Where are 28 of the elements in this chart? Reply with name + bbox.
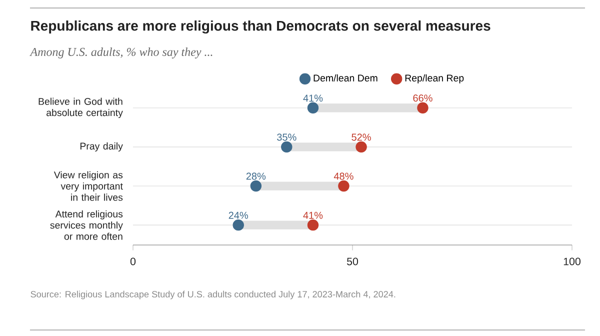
- chart-title: Republicans are more religious than Democrats on several measures: [31, 20, 490, 34]
- data-label: 41%: [303, 212, 323, 219]
- data-label: 66%: [413, 94, 432, 102]
- point: [338, 180, 350, 192]
- point: [232, 219, 244, 231]
- data-label: 52%: [352, 134, 371, 141]
- data-label: 24%: [228, 212, 248, 219]
- point: [281, 141, 292, 153]
- y-tick-label: Believe in God with absolute certainty: [38, 98, 123, 118]
- point: [307, 102, 319, 114]
- x-tick-label: 100: [564, 258, 580, 266]
- data-label: 35%: [277, 134, 296, 141]
- legend-label: Dem/lean Dem: [314, 74, 378, 82]
- source-note: Source: Religious Landscape Study of U.S. adults conducted July 17, 2023-March 4, 2024.: [30, 290, 396, 300]
- y-tick-label: Pray daily: [80, 142, 123, 152]
- x-tick-label: 50: [346, 258, 358, 266]
- point: [307, 219, 319, 231]
- y-tick-label: View religion as very important in their lives: [54, 171, 123, 201]
- data-label: 28%: [246, 172, 266, 180]
- point: [417, 102, 428, 114]
- point: [356, 141, 367, 153]
- legend-label: Rep/lean Rep: [405, 74, 464, 84]
- y-tick-label: Attend religious services monthly or more often: [50, 210, 123, 240]
- x-tick-label: 0: [130, 258, 136, 266]
- data-label: 41%: [303, 94, 323, 102]
- chart-subtitle: Among U.S. adults, % who say they ...: [30, 48, 212, 58]
- point: [250, 180, 262, 192]
- data-label: 48%: [334, 172, 354, 180]
